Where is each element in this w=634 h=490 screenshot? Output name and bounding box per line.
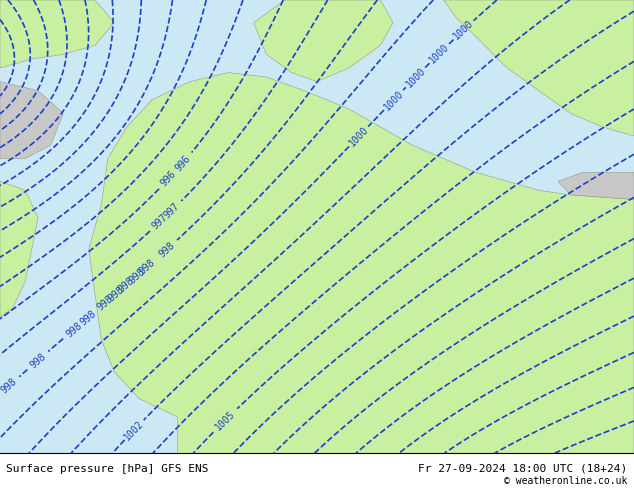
Polygon shape	[0, 82, 63, 159]
Text: 998: 998	[28, 351, 48, 370]
Text: Fr 27-09-2024 18:00 UTC (18+24): Fr 27-09-2024 18:00 UTC (18+24)	[418, 464, 628, 473]
Text: 1005: 1005	[214, 409, 237, 432]
Text: 1002: 1002	[122, 418, 146, 442]
Text: 998: 998	[117, 276, 136, 294]
Polygon shape	[444, 0, 634, 136]
Text: 998: 998	[78, 308, 98, 327]
Polygon shape	[89, 73, 634, 453]
Polygon shape	[0, 181, 38, 318]
Text: 998: 998	[157, 240, 177, 259]
Text: 1000: 1000	[347, 124, 370, 148]
Text: 998: 998	[127, 267, 146, 286]
Polygon shape	[558, 172, 634, 199]
Text: 998: 998	[106, 285, 126, 304]
Text: 1000: 1000	[382, 88, 405, 112]
Text: 998: 998	[64, 320, 84, 339]
Text: 998: 998	[95, 294, 115, 313]
Text: 997: 997	[162, 201, 181, 220]
Text: 996: 996	[173, 153, 192, 173]
Text: 998: 998	[137, 258, 157, 277]
Text: 998: 998	[0, 376, 19, 395]
Polygon shape	[0, 0, 634, 453]
Polygon shape	[0, 0, 114, 68]
Text: 997: 997	[150, 212, 170, 231]
Polygon shape	[254, 0, 393, 82]
Text: 1000: 1000	[404, 66, 427, 89]
Text: 996: 996	[159, 169, 178, 189]
Text: © weatheronline.co.uk: © weatheronline.co.uk	[504, 476, 628, 486]
Text: 1000: 1000	[427, 42, 451, 65]
Text: Surface pressure [hPa] GFS ENS: Surface pressure [hPa] GFS ENS	[6, 464, 209, 473]
Text: 1000: 1000	[451, 19, 476, 42]
